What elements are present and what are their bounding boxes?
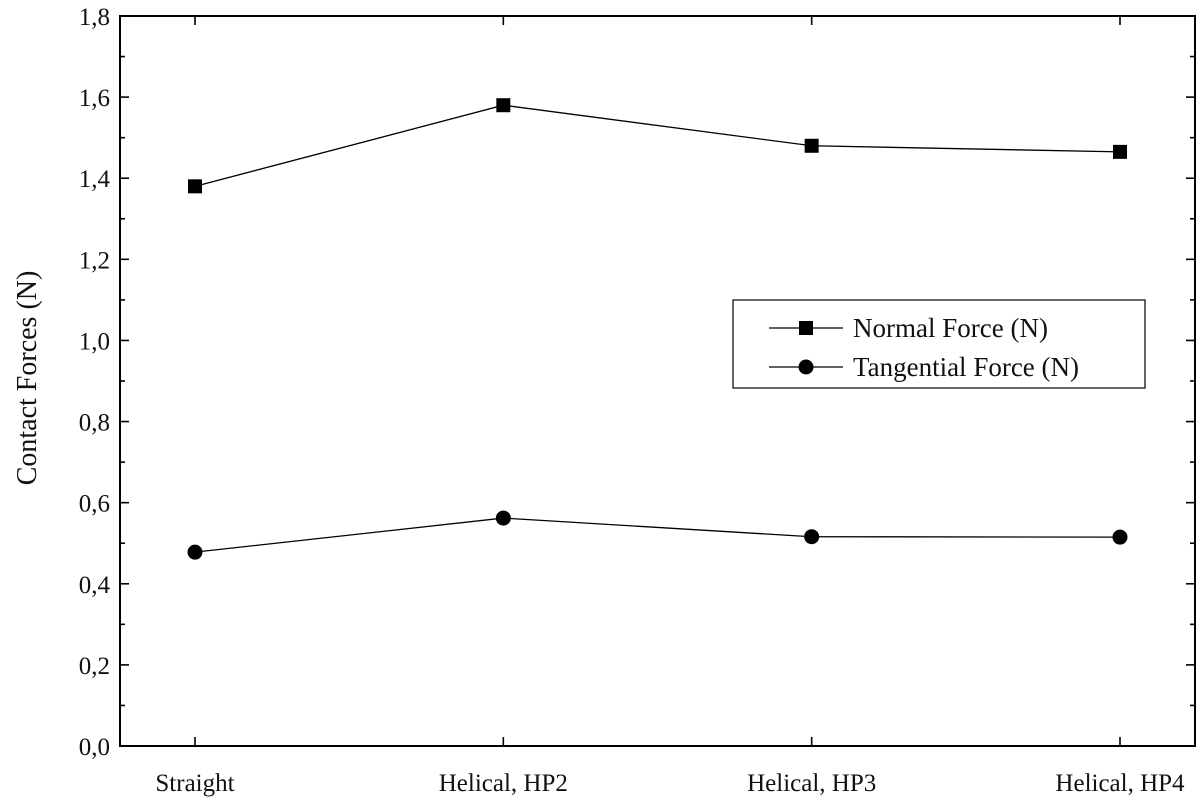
- series-line: [194, 104, 1121, 187]
- x-category-label: Straight: [155, 770, 234, 797]
- y-tick-label: 1,0: [79, 328, 110, 355]
- legend-item: Tangential Force (N): [769, 352, 1079, 382]
- circle-marker: [804, 529, 820, 545]
- circle-marker: [495, 510, 511, 526]
- x-category-label: Helical, HP2: [439, 770, 568, 797]
- y-tick-label: 1,4: [79, 166, 111, 193]
- axes: 0,0 0,2 0,4 0,6 0,8 1,0 1,2 1,4 1,6 1,8 Straight He…: [79, 4, 1196, 797]
- legend-box: [732, 299, 1146, 389]
- circle-marker: [1112, 529, 1128, 545]
- legend-square-marker: [799, 321, 813, 335]
- y-tick-label: 0,6: [79, 491, 110, 518]
- legend-item: Normal Force (N): [769, 313, 1048, 343]
- square-marker: [188, 179, 202, 194]
- series-layer: [187, 98, 1128, 560]
- legend-label: Tangential Force (N): [853, 352, 1079, 382]
- legend: Normal Force (N) Tangential Force (N): [732, 299, 1146, 389]
- y-tick-label: 1,8: [79, 4, 110, 31]
- y-tick-label: 0,0: [79, 734, 110, 761]
- y-tick-label: 0,4: [79, 572, 111, 599]
- series-normal-force: [188, 98, 1127, 194]
- square-marker: [496, 98, 511, 113]
- y-tick-label: 0,8: [79, 410, 110, 437]
- y-axis-title: Contact Forces (N): [12, 271, 43, 486]
- series-tangential-force: [187, 510, 1128, 560]
- series-line: [194, 517, 1121, 553]
- legend-circle-marker: [798, 359, 814, 375]
- legend-label: Normal Force (N): [853, 313, 1048, 343]
- x-category-label: Helical, HP3: [747, 770, 876, 797]
- square-marker: [1113, 144, 1127, 159]
- circle-marker: [187, 544, 203, 560]
- x-category-label: Helical, HP4: [1055, 770, 1185, 797]
- y-tick-label: 0,2: [79, 653, 110, 680]
- square-marker: [804, 138, 819, 153]
- y-tick-label: 1,6: [79, 85, 110, 112]
- y-tick-label: 1,2: [79, 247, 110, 274]
